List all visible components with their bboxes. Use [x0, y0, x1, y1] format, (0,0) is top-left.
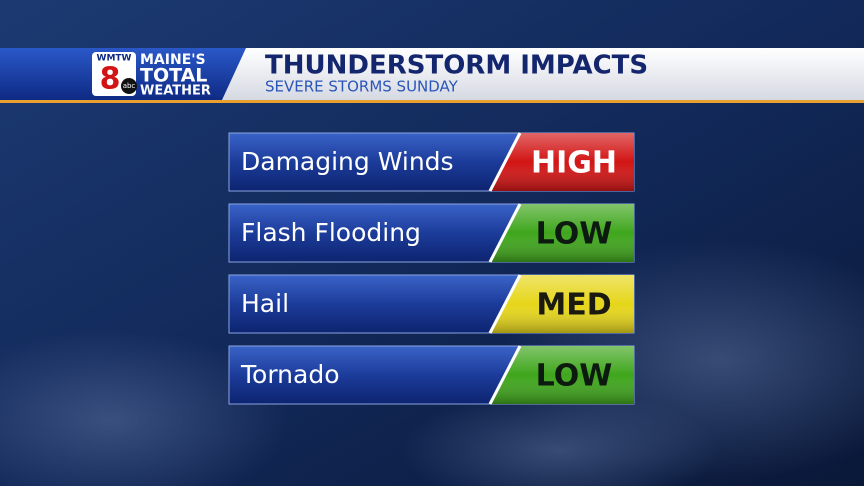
cloud [400, 390, 720, 486]
cloud [0, 330, 290, 486]
level-divider [488, 274, 522, 334]
impact-list: Damaging Winds HIGH Flash Flooding LOW Hail M… [228, 132, 635, 405]
hazard-label: Damaging Winds [241, 147, 454, 176]
level-label: LOW [536, 359, 613, 394]
level-divider [488, 203, 522, 263]
hazard-label: Flash Flooding [241, 218, 421, 247]
level-label: MED [536, 288, 611, 323]
logo-number: 8 [100, 62, 121, 97]
logo-line: WEATHER [140, 84, 211, 99]
level-label: LOW [536, 217, 613, 252]
header-rule [0, 100, 864, 103]
logo-callsign: WMTW [97, 54, 132, 64]
level-shine [490, 133, 634, 191]
hazard-label: Tornado [240, 360, 340, 389]
level-shine [490, 346, 634, 404]
title: THUNDERSTORM IMPACTS [265, 51, 648, 81]
logo-line: TOTAL [140, 65, 207, 87]
logo-network: abc [123, 82, 136, 90]
network-badge [121, 78, 137, 94]
header-bar [200, 48, 864, 100]
level-shine [490, 204, 634, 262]
level-shine [490, 275, 634, 333]
level-divider [488, 132, 522, 192]
subtitle: SEVERE STORMS SUNDAY [265, 78, 459, 96]
level-divider [488, 345, 522, 405]
logo-line: MAINE'S [140, 52, 206, 68]
hazard-label: Hail [241, 289, 289, 318]
level-label: HIGH [531, 146, 617, 181]
